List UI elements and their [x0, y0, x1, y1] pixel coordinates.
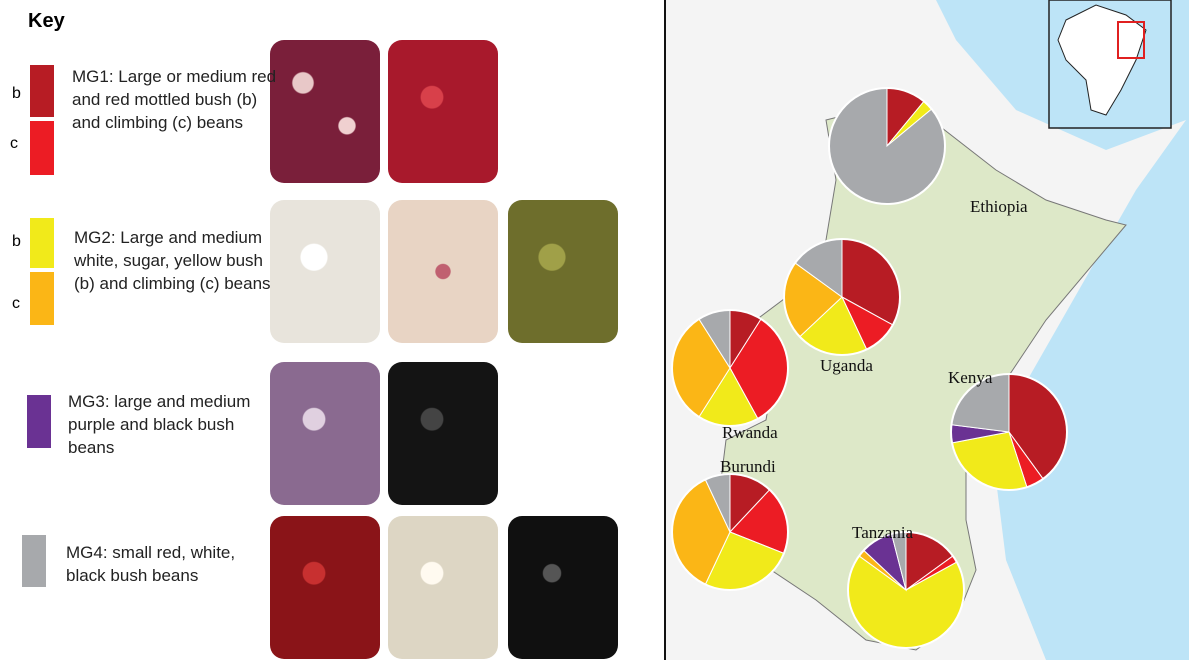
- bean-photo: [388, 40, 498, 183]
- bean-photo: [270, 516, 380, 659]
- key-title: Key: [28, 10, 65, 33]
- country-label: Uganda: [820, 356, 873, 375]
- key-swatch: [22, 535, 46, 587]
- key-swatch: [30, 218, 54, 268]
- country-label: Burundi: [720, 457, 776, 476]
- bean-photo: [388, 362, 498, 505]
- key-label: MG4: small red, white, black bush beans: [66, 541, 271, 587]
- country-label: Kenya: [948, 368, 993, 387]
- key-label: MG3: large and medium purple and black b…: [68, 390, 273, 459]
- bean-photo: [508, 516, 618, 659]
- map: Ethiopia Uganda Rwanda Burundi Kenya Tanzania: [666, 0, 1189, 660]
- country-label: Ethiopia: [970, 197, 1028, 216]
- bean-photo: [508, 200, 618, 343]
- bean-photo: [270, 40, 380, 183]
- country-label: Rwanda: [722, 423, 778, 442]
- key-swatch: [27, 395, 51, 448]
- page: {"key": {"title": "Key", "groups": [ {"l…: [0, 0, 1189, 660]
- bean-photo: [270, 362, 380, 505]
- key-sub-label: c: [10, 135, 18, 153]
- key-sub-label: b: [12, 85, 21, 103]
- key-sub-label: b: [12, 233, 21, 251]
- bean-photo: [388, 516, 498, 659]
- key-swatch: [30, 121, 54, 175]
- bean-photo: [270, 200, 380, 343]
- key-sub-label: c: [12, 295, 20, 313]
- country-label: Tanzania: [852, 523, 914, 542]
- key-label: MG2: Large and medium white, sugar, yell…: [74, 226, 279, 295]
- key-swatch: [30, 65, 54, 117]
- bean-photo: [388, 200, 498, 343]
- key-swatch: [30, 272, 54, 325]
- key-label: MG1: Large or medium red and red mottled…: [72, 65, 277, 134]
